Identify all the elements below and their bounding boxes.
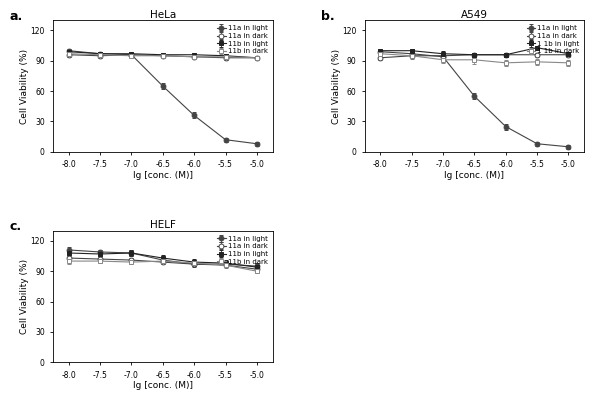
X-axis label: lg [conc. (M)]: lg [conc. (M)] xyxy=(133,171,193,179)
Text: a.: a. xyxy=(9,10,22,23)
Title: HELF: HELF xyxy=(150,220,176,230)
Title: A549: A549 xyxy=(461,10,488,20)
X-axis label: lg [conc. (M)]: lg [conc. (M)] xyxy=(444,171,504,179)
Y-axis label: Cell Viability (%): Cell Viability (%) xyxy=(20,259,29,334)
Y-axis label: Cell Viability (%): Cell Viability (%) xyxy=(332,48,340,124)
Legend: 11a in light, 11a in dark, 11b in light, 11b in dark: 11a in light, 11a in dark, 11b in light,… xyxy=(216,234,269,266)
Title: HeLa: HeLa xyxy=(150,10,176,20)
Y-axis label: Cell Viability (%): Cell Viability (%) xyxy=(20,48,29,124)
Legend: 11a in light, 11a in dark, 1 1b in light, 1 1b in dark: 11a in light, 11a in dark, 1 1b in light… xyxy=(525,24,581,56)
Legend: 11a in light, 11a in dark, 11b in light, 11b in dark: 11a in light, 11a in dark, 11b in light,… xyxy=(216,24,269,56)
Text: b.: b. xyxy=(321,10,335,23)
Text: c.: c. xyxy=(9,220,21,233)
X-axis label: lg [conc. (M)]: lg [conc. (M)] xyxy=(133,381,193,390)
